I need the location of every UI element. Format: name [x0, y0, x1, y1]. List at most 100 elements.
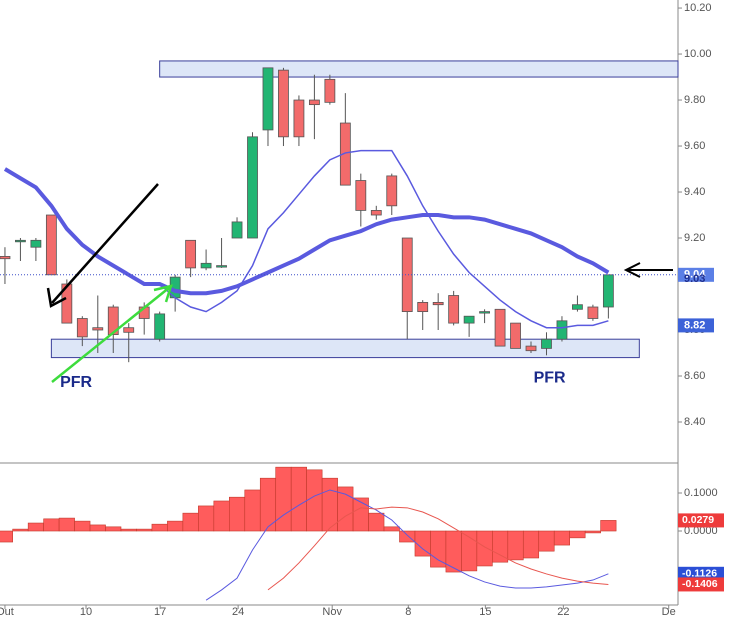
histogram-bar: [383, 526, 400, 532]
candle-body: [556, 320, 568, 340]
candle-body: [262, 67, 274, 131]
histogram-bar: [337, 486, 354, 532]
histogram-bar: [600, 520, 617, 532]
histogram-bar: [0, 530, 13, 543]
candle-body: [417, 302, 429, 313]
candle-body: [45, 214, 57, 276]
histogram-bar: [136, 528, 153, 532]
histogram-bar: [522, 530, 540, 559]
histogram-bar: [89, 524, 106, 532]
histogram-bar: [151, 523, 168, 532]
y-tick-label: 10.20: [684, 2, 712, 14]
value-marker-box: [678, 513, 724, 528]
value-marker-label: -0.1406: [682, 578, 718, 590]
candle-body: [587, 306, 599, 319]
value-marker-label: 0.0279: [682, 514, 714, 526]
y-tick-label: 9.40: [684, 186, 705, 198]
y-tick-label: 8.40: [684, 416, 705, 428]
histogram-bar: [198, 505, 215, 532]
candle-body: [355, 180, 367, 211]
y-tick-label: 10.00: [684, 48, 712, 60]
candle-body: [308, 99, 320, 106]
line-series: [159, 149, 609, 329]
zone: [50, 338, 640, 359]
histogram-bar: [584, 530, 601, 534]
histogram-bar: [213, 500, 230, 532]
histogram-bar: [507, 530, 524, 561]
histogram-bar: [74, 520, 91, 532]
zone: [159, 60, 679, 78]
candle-body: [76, 318, 88, 338]
histogram-bar: [368, 512, 385, 532]
arrow-head: [623, 262, 641, 278]
histogram-bar: [445, 530, 462, 573]
annotation: PFR: [60, 374, 92, 391]
arrows: [46, 183, 673, 383]
value-marker-label: -0.1126: [682, 568, 717, 580]
histogram-bar: [58, 517, 75, 532]
histogram-bar: [182, 512, 199, 532]
histogram-bar: [27, 522, 44, 532]
y-tick-label: 9.80: [684, 94, 705, 106]
histogram-bar: [352, 497, 369, 532]
x-tick-label: 24: [232, 606, 244, 618]
candle-body: [107, 306, 119, 335]
x-tick-label: 10: [80, 606, 92, 618]
y-tick-label: 0.0000: [684, 525, 718, 537]
y-tick-label: 0.1000: [684, 487, 718, 499]
histogram-bar: [476, 530, 493, 567]
candle-body: [510, 322, 521, 349]
candle-body: [339, 122, 351, 186]
price-marker-label: 9.03: [684, 273, 705, 285]
x-tick-label: De: [662, 606, 676, 618]
x-tick-label: 8: [405, 606, 411, 618]
candle-body: [525, 345, 537, 352]
candle-body: [185, 239, 197, 269]
y-tick-label: 9.60: [684, 140, 705, 152]
arrow-head: [153, 284, 173, 303]
candle-body: [247, 136, 258, 239]
candle-body: [401, 237, 413, 313]
candle-body: [0, 256, 11, 260]
candle-body: [200, 262, 212, 269]
y-tick-label: 9.20: [684, 232, 705, 244]
candle-body: [541, 338, 552, 349]
histogram-bar: [120, 528, 137, 532]
histogram-bar: [569, 530, 586, 539]
candle-body: [92, 327, 104, 331]
arrow: [51, 286, 171, 383]
candle-body: [602, 274, 614, 308]
x-tick-label: Out: [0, 606, 14, 618]
candle-body: [231, 221, 243, 239]
histogram-bar: [306, 469, 323, 532]
candle-body: [216, 265, 227, 268]
candle-body: [386, 175, 398, 207]
value-marker-box: [678, 577, 724, 592]
histogram-bar: [321, 477, 338, 532]
line-series: [3, 167, 610, 296]
annotation: PFR: [534, 370, 566, 387]
price-marker-label: 9.04: [684, 269, 706, 281]
histogram-bar: [105, 526, 122, 532]
candle-body: [479, 311, 490, 314]
candle-body: [448, 295, 460, 324]
histogram-bar: [553, 530, 570, 546]
candle-body: [494, 308, 506, 347]
line-series: [205, 489, 609, 601]
candle-body: [572, 304, 583, 310]
x-tick-label: 17: [154, 606, 166, 618]
histogram-bar: [244, 489, 261, 532]
x-tick-label: Nov: [322, 606, 342, 618]
candle-body: [61, 283, 73, 324]
candle-body: [370, 210, 382, 216]
x-tick-label: 22: [557, 606, 569, 618]
histogram-bar: [290, 466, 307, 532]
candle-body: [432, 302, 444, 306]
price-marker-label: 8.82: [684, 319, 705, 331]
arrow-head: [46, 287, 67, 308]
price-marker-box: [678, 267, 714, 282]
candle-body: [278, 69, 289, 138]
